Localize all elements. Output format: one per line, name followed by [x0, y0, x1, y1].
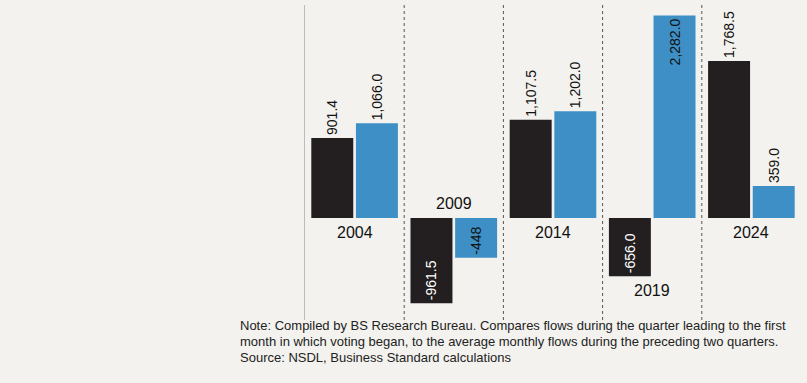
svg-text:1,202.0: 1,202.0	[567, 61, 583, 108]
svg-text:359.0: 359.0	[766, 148, 782, 183]
svg-text:1,066.0: 1,066.0	[369, 73, 385, 120]
svg-text:901.4: 901.4	[324, 100, 340, 135]
svg-text:2019: 2019	[634, 282, 670, 299]
svg-text:2,282.0: 2,282.0	[667, 18, 683, 65]
html-text:Note: Compiled by BS Research: Note: Compiled by BS Research Bureau. Co…	[240, 318, 786, 349]
svg-text:2024: 2024	[733, 224, 769, 241]
svg-text:-656.0: -656.0	[622, 233, 638, 273]
svg-text:-961.5: -961.5	[423, 260, 439, 300]
svg-text:1,768.5: 1,768.5	[721, 11, 737, 58]
svg-text:-448: -448	[468, 226, 484, 254]
html-text:Source: NSDL, Business Standar: Source: NSDL, Business Standard calculat…	[240, 350, 511, 365]
svg-text:2014: 2014	[535, 224, 571, 241]
svg-text:2004: 2004	[337, 224, 373, 241]
svg-text:1,107.5: 1,107.5	[523, 70, 539, 117]
svg-text:2009: 2009	[436, 195, 472, 212]
